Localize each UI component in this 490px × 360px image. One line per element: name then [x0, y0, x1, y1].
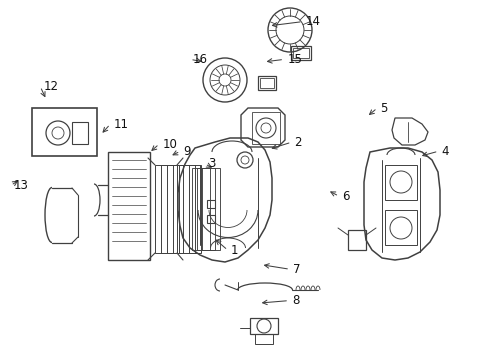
Text: 5: 5 [380, 102, 388, 114]
Text: 8: 8 [292, 294, 299, 307]
Text: 16: 16 [193, 53, 208, 66]
Text: 9: 9 [183, 145, 191, 158]
Text: 3: 3 [208, 157, 215, 170]
Bar [255, 334, 273, 344]
Bar [207, 200, 215, 208]
Bar [385, 210, 417, 245]
Bar [155, 165, 177, 253]
Bar [179, 165, 201, 253]
Bar [348, 230, 366, 250]
Bar [385, 165, 417, 200]
Text: 1: 1 [231, 244, 238, 257]
Bar [192, 168, 210, 250]
Bar [250, 318, 278, 334]
Text: 12: 12 [43, 80, 58, 93]
Bar [258, 76, 276, 90]
Bar [291, 46, 311, 60]
Text: 15: 15 [287, 53, 302, 66]
Text: 14: 14 [306, 15, 321, 28]
Bar [32, 108, 97, 156]
Bar [252, 112, 280, 144]
Text: 13: 13 [14, 179, 28, 192]
Text: 6: 6 [342, 190, 349, 203]
Bar [293, 48, 309, 58]
Bar [202, 168, 220, 250]
Bar [260, 78, 274, 88]
Text: 7: 7 [293, 263, 300, 276]
Text: 10: 10 [162, 138, 177, 150]
Bar [197, 168, 215, 250]
Text: 2: 2 [294, 136, 302, 149]
Bar [207, 215, 215, 223]
Bar [72, 122, 88, 144]
Text: 4: 4 [441, 145, 449, 158]
Bar [108, 152, 150, 260]
Text: 11: 11 [113, 118, 128, 131]
Bar [173, 165, 195, 253]
Bar [161, 165, 183, 253]
Bar [167, 165, 189, 253]
